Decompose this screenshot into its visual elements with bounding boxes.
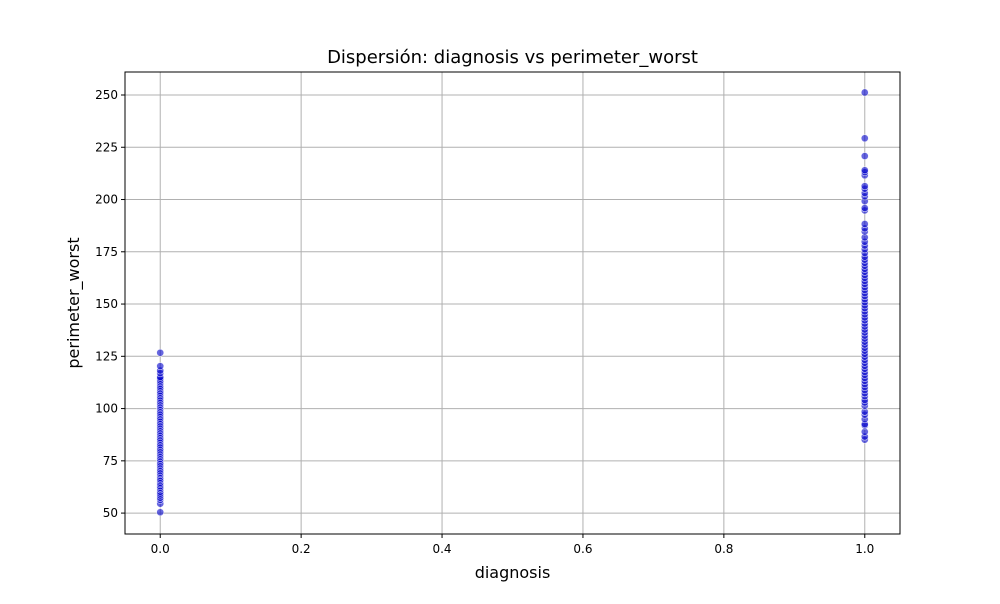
x-axis-label: diagnosis: [475, 563, 551, 582]
chart-title: Dispersión: diagnosis vs perimeter_worst: [327, 47, 698, 68]
scatter-point-malignant: [860, 182, 869, 191]
x-axis-ticks: 0.0 0.2 0.4 0.6 0.8 1.0: [151, 534, 874, 556]
data-points: [156, 88, 869, 517]
scatter-point-malignant: [860, 88, 869, 97]
scatter-point-malignant: [860, 166, 869, 175]
scatter-point-benign: [156, 362, 165, 371]
y-tick-label: 175: [95, 245, 118, 259]
y-tick-label: 150: [95, 297, 118, 311]
scatter-point-benign: [156, 508, 165, 517]
y-axis-label: perimeter_worst: [64, 237, 84, 368]
y-tick-label: 50: [103, 506, 118, 520]
plot-frame: [124, 71, 901, 535]
scatter-point-malignant: [860, 152, 869, 160]
y-tick-label: 250: [95, 88, 118, 102]
y-tick-label: 225: [95, 140, 118, 154]
y-axis-ticks: 50 75 100 125 150 175 200 225 250: [95, 88, 125, 520]
x-tick-label: 0.8: [714, 542, 733, 556]
grid-lines: [125, 72, 900, 534]
x-tick-label: 0.6: [573, 542, 592, 556]
plot-area: [125, 72, 900, 534]
scatter-point-malignant: [860, 220, 869, 228]
y-tick-label: 75: [103, 454, 118, 468]
x-tick-label: 1.0: [855, 542, 874, 556]
x-tick-label: 0.0: [151, 542, 170, 556]
y-tick-label: 100: [95, 402, 118, 416]
x-tick-label: 0.2: [292, 542, 311, 556]
scatter-point-malignant: [860, 134, 869, 143]
x-tick-label: 0.4: [432, 542, 451, 556]
scatter-point-malignant: [860, 204, 869, 212]
y-tick-label: 125: [95, 349, 118, 363]
scatter-point-benign: [156, 348, 165, 357]
y-tick-label: 200: [95, 193, 118, 207]
